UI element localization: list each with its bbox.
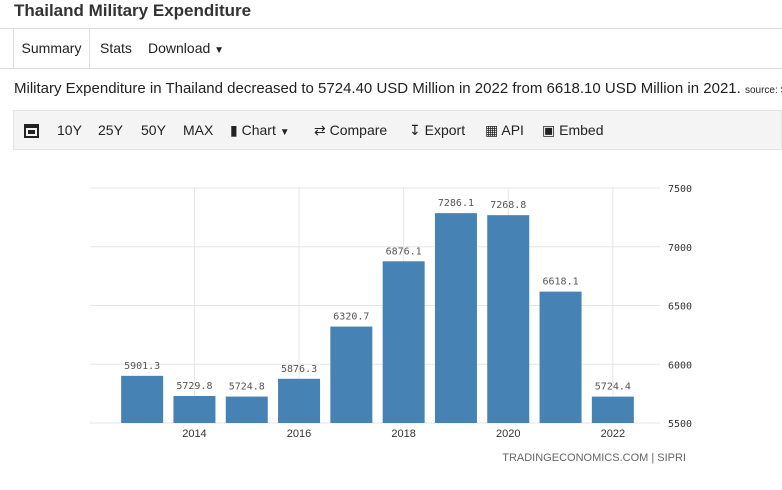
tab-bar: Summary Stats Download ▼ (0, 28, 782, 69)
button-label: Embed (559, 122, 604, 138)
data-label: 7286.1 (438, 198, 474, 209)
range-button[interactable]: 50Y (141, 122, 166, 138)
y-tick-label: 5500 (668, 419, 692, 430)
data-label: 7268.8 (490, 200, 526, 211)
bar (487, 215, 530, 423)
range-button[interactable]: 25Y (98, 122, 123, 138)
chart-button[interactable]: ▮ Chart ▼ (230, 122, 290, 138)
source: source: SIPRI (744, 85, 782, 96)
range-button[interactable]: MAX (183, 122, 214, 138)
y-tick-label: 7000 (668, 243, 692, 254)
data-label: 6320.7 (333, 312, 369, 323)
description-text: Military Expenditure in Thailand decreas… (14, 80, 741, 97)
y-tick-label: 7500 (668, 184, 692, 195)
tab[interactable]: Download ▼ (148, 40, 225, 56)
bar (173, 395, 216, 423)
export-button[interactable]: ↧ Export (409, 122, 466, 138)
data-label: 6618.1 (542, 277, 578, 288)
y-tick-label: 6500 (668, 302, 692, 313)
bar (278, 378, 321, 423)
toolbar: 10Y 25Y 50Y MAX ▮ Chart ▼ ⇄ Compare ↧ Ex… (13, 110, 782, 150)
x-tick-label: 2018 (391, 428, 415, 440)
chart: TRADINGECONOMICS.COM | SIPRI 5500 6000 650… (90, 184, 692, 464)
page-title: Thailand Military Expenditure (14, 1, 252, 20)
y-tick-label: 6000 (668, 360, 692, 371)
x-tick-label: 2016 (287, 428, 311, 440)
bar (330, 326, 373, 423)
button-label: Chart (241, 122, 276, 138)
data-label: 5876.3 (281, 364, 317, 375)
chart-source: TRADINGECONOMICS.COM | SIPRI (502, 452, 686, 464)
bar (591, 396, 634, 423)
data-label: 6876.1 (386, 246, 422, 257)
bar (434, 213, 477, 423)
bar (121, 375, 164, 423)
data-label: 5724.8 (229, 382, 265, 393)
tab-label: Download (148, 40, 211, 56)
tab[interactable]: Summary (13, 29, 90, 68)
range-button[interactable]: 10Y (57, 122, 82, 138)
button-label: API (501, 122, 524, 138)
compare-button[interactable]: ⇄ Compare (314, 122, 388, 138)
calendar-icon[interactable] (24, 123, 39, 138)
bar (225, 396, 268, 423)
api-button[interactable]: ▦ API (485, 122, 524, 138)
description: Military Expenditure in Thailand decreas… (14, 80, 782, 97)
data-label: 5901.3 (124, 361, 160, 372)
bar (539, 291, 582, 423)
button-label: Export (424, 122, 466, 138)
embed-button[interactable]: ▣ Embed (542, 122, 604, 138)
x-tick-label: 2020 (496, 428, 520, 440)
button-label: Compare (329, 122, 388, 138)
data-label: 5724.4 (595, 382, 631, 393)
x-tick-label: 2022 (601, 428, 625, 440)
tab[interactable]: Stats (100, 40, 132, 56)
data-label: 5729.8 (176, 381, 212, 392)
x-tick-label: 2014 (182, 428, 206, 440)
bar (382, 261, 425, 423)
